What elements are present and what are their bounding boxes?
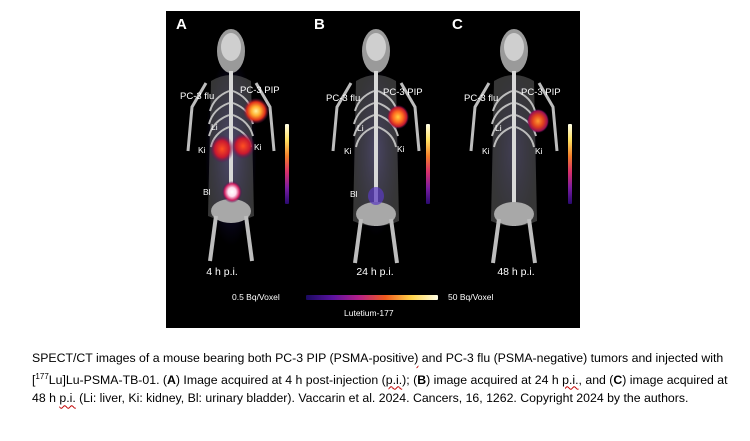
caption-text: ); ( [402, 372, 418, 387]
label-kidney-left: Ki [198, 145, 206, 155]
label-liver: Li [211, 122, 218, 132]
label-kidney-right: Ki [535, 146, 543, 156]
caption-text: and PC-3 flu (PSMA-negative) tumors and … [32, 351, 724, 387]
caption-text: (Li: liver, Ki: kidney, Bl: urinary blad… [75, 391, 689, 406]
color-scale-bar-b [426, 124, 430, 204]
label-pc3-flu: PC-3 flu [180, 91, 215, 102]
label-pc3-pip: PC-3 PIP [240, 85, 280, 96]
panel-letter-c: C [452, 16, 463, 33]
color-scale-bar-c [568, 124, 572, 204]
label-pc3-flu: PC-3 flu [464, 93, 499, 104]
caption-text: , and ( [578, 372, 614, 387]
mouse-image-24h [331, 29, 421, 264]
mouse-image-48h [469, 29, 559, 264]
caption-text: ) Image acquired at 4 h post-injection ( [175, 372, 386, 387]
label-kidney-right: Ki [254, 142, 262, 152]
panel-a: A PC-3 flu PC-3 PIP Li Ki Ki Bl 4 h p.i. [166, 11, 302, 281]
scale-min-label: 0.5 Bq/Voxel [232, 292, 280, 302]
caption-panel-ref-c: C [613, 372, 623, 387]
panel-letter-b: B [314, 16, 325, 33]
label-kidney-right: Ki [397, 144, 405, 154]
label-bladder: Bl [203, 187, 211, 197]
isotope-label: Lutetium-177 [344, 308, 394, 318]
caption-text: Lu]Lu-PSMA-TB-01. ( [48, 372, 168, 387]
label-pc3-flu: PC-3 flu [326, 93, 361, 104]
label-pc3-pip: PC-3 PIP [521, 87, 561, 98]
color-scale-bar-a [285, 124, 289, 204]
label-liver: Li [495, 123, 502, 133]
time-label-24h: 24 h p.i. [356, 266, 394, 278]
figure-caption: SPECT/CT images of a mouse bearing both … [32, 349, 732, 408]
caption-panel-ref-b: B [417, 372, 427, 387]
panel-c: C PC-3 flu PC-3 PIP Li Ki Ki 48 h p.i. [442, 11, 578, 281]
panel-b: B PC-3 flu PC-3 PIP Li Ki Ki Bl 24 h p.i… [304, 11, 440, 281]
caption-text: ) image acquired at 24 h [426, 372, 563, 387]
panel-letter-a: A [176, 16, 187, 33]
caption-abbrev: p.i. [59, 391, 76, 406]
spect-ct-figure: A PC-3 flu PC-3 PIP Li Ki Ki Bl 4 h p.i. [166, 11, 580, 328]
caption-text: ) [414, 351, 419, 365]
mouse-image-4h [186, 29, 276, 262]
label-kidney-left: Ki [482, 146, 490, 156]
label-liver: Li [357, 123, 364, 133]
time-label-4h: 4 h p.i. [206, 266, 238, 278]
caption-panel-ref-a: A [167, 372, 176, 387]
label-pc3-pip: PC-3 PIP [383, 87, 423, 98]
caption-text: ) image acquired at 48 h [32, 372, 728, 406]
time-label-48h: 48 h p.i. [497, 266, 535, 278]
caption-abbrev: p.i. [562, 372, 579, 387]
scale-max-label: 50 Bq/Voxel [448, 292, 494, 302]
caption-superscript: 177 [35, 371, 49, 381]
label-kidney-left: Ki [344, 146, 352, 156]
caption-text: SPECT/CT images of a mouse bearing both … [32, 351, 415, 365]
label-bladder: Bl [350, 189, 358, 199]
color-scale-bar [306, 295, 438, 300]
caption-abbrev: p.i. [385, 372, 403, 387]
